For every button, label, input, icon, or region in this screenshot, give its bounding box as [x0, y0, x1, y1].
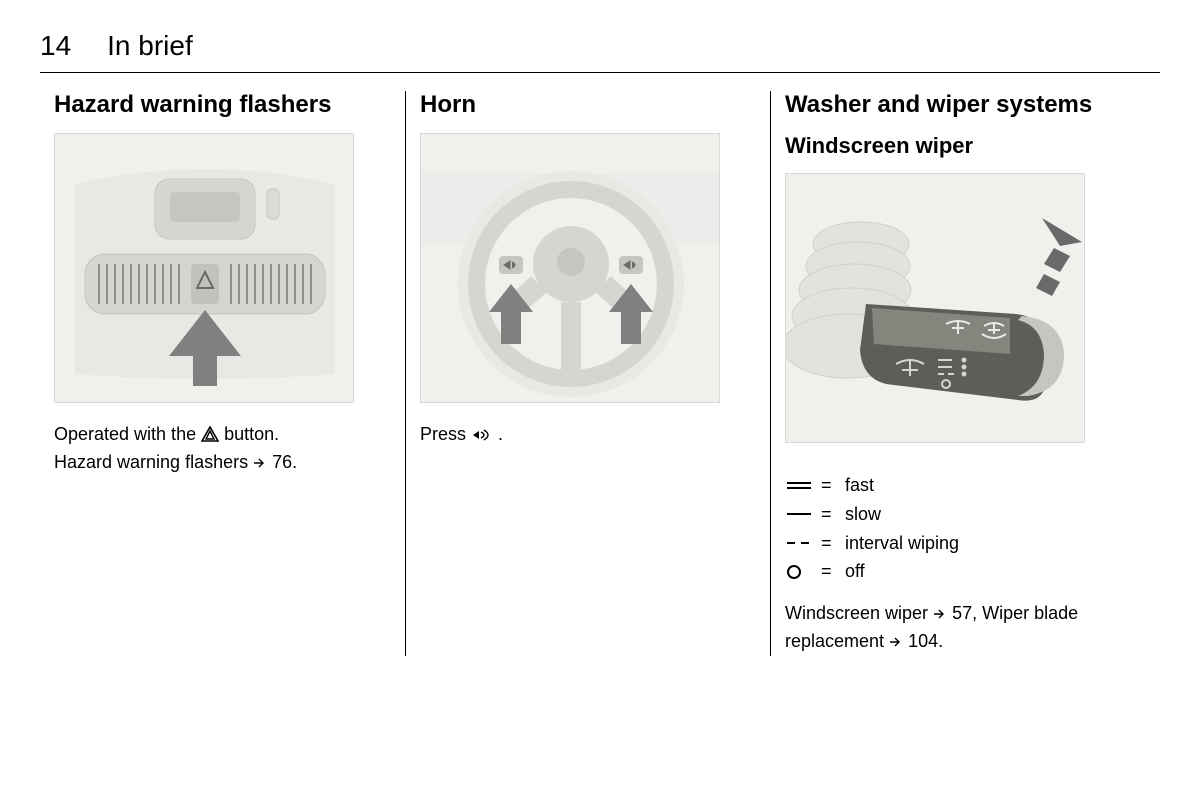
wiper-ref1-page: 57	[952, 603, 972, 623]
legend-row-slow: = slow	[785, 500, 1121, 529]
hazard-triangle-icon	[201, 426, 219, 442]
legend-row-fast: = fast	[785, 471, 1121, 500]
hazard-figure	[54, 133, 354, 403]
legend-equals: =	[821, 471, 845, 500]
wiper-subheading: Windscreen wiper	[785, 133, 1121, 159]
wiper-legend: = fast = slow = interval wiping	[785, 471, 1121, 586]
legend-label-slow: slow	[845, 500, 881, 529]
xref-arrow-icon	[933, 608, 947, 620]
legend-equals: =	[821, 529, 845, 558]
wiper-ref1-text: Windscreen wiper	[785, 603, 933, 623]
column-hazard: Hazard warning flashers	[40, 91, 405, 656]
legend-label-fast: fast	[845, 471, 874, 500]
hazard-text: Operated with the button. Hazard warning…	[54, 421, 391, 477]
legend-equals: =	[821, 500, 845, 529]
content-columns: Hazard warning flashers	[40, 91, 1160, 656]
horn-text-after: .	[498, 424, 503, 444]
horn-icon	[471, 428, 493, 442]
wiper-figure	[785, 173, 1085, 443]
horn-illustration	[421, 134, 720, 403]
column-horn: Horn	[405, 91, 770, 656]
legend-equals: =	[821, 557, 845, 586]
manual-page: 14 In brief Hazard warning flashers	[0, 0, 1200, 686]
wiper-ref2-page: 104.	[908, 631, 943, 651]
hazard-ref-text: Hazard warning flashers	[54, 452, 253, 472]
legend-symbol-off-icon	[785, 564, 821, 580]
legend-row-off: = off	[785, 557, 1121, 586]
legend-row-interval: = interval wiping	[785, 529, 1121, 558]
horn-text-before: Press	[420, 424, 471, 444]
horn-figure	[420, 133, 720, 403]
legend-symbol-interval-icon	[785, 537, 821, 549]
column-wiper: Washer and wiper systems Windscreen wipe…	[770, 91, 1135, 656]
hazard-illustration	[55, 134, 354, 403]
hazard-text-before: Operated with the	[54, 424, 201, 444]
legend-symbol-slow-icon	[785, 508, 821, 520]
ref-sep: ,	[972, 603, 982, 623]
xref-arrow-icon	[889, 636, 903, 648]
page-number: 14	[40, 30, 71, 62]
hazard-heading: Hazard warning flashers	[54, 91, 391, 119]
legend-label-off: off	[845, 557, 865, 586]
hazard-ref-page: 76.	[272, 452, 297, 472]
section-title: In brief	[107, 30, 193, 62]
wiper-illustration	[786, 174, 1085, 443]
xref-arrow-icon	[253, 457, 267, 469]
wiper-heading: Washer and wiper systems	[785, 91, 1121, 119]
horn-text: Press .	[420, 421, 756, 449]
legend-symbol-fast-icon	[785, 479, 821, 491]
horn-heading: Horn	[420, 91, 756, 119]
hazard-text-after: button.	[224, 424, 279, 444]
wiper-refs: Windscreen wiper 57, Wiper blade replace…	[785, 600, 1121, 656]
legend-label-interval: interval wiping	[845, 529, 959, 558]
page-header: 14 In brief	[40, 30, 1160, 73]
